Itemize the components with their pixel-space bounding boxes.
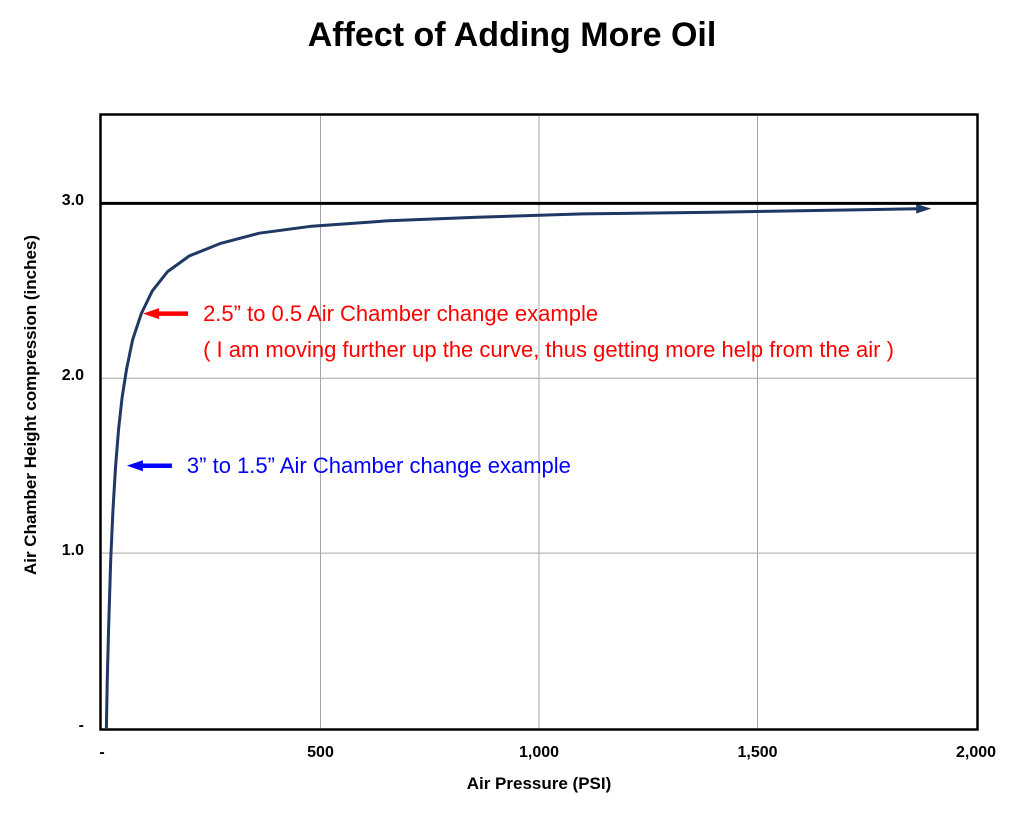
x-tick-label: 2,000 — [955, 744, 997, 761]
red-annotation-line-2: ( I am moving further up the curve, thus… — [203, 336, 894, 362]
blue-annotation-line-1: 3” to 1.5” Air Chamber change example — [186, 452, 571, 478]
x-tick-label: 500 — [307, 744, 334, 761]
y-tick-label: 2.0 — [61, 367, 84, 385]
x-tick-label: 1,000 — [518, 744, 560, 761]
y-tick-label: 3.0 — [61, 192, 84, 210]
x-tick-label: - — [99, 744, 105, 761]
y-tick-label: 1.0 — [61, 542, 84, 560]
blue-annotation-arrowhead — [126, 460, 143, 472]
y-tick-label: - — [78, 717, 84, 734]
red-annotation-arrowhead — [143, 308, 160, 320]
plot-border — [99, 113, 979, 731]
x-axis-title: Air Pressure (PSI) — [466, 774, 612, 793]
air-spring-compression-curve — [104, 207, 921, 730]
x-tick-label: 1,500 — [737, 744, 778, 761]
red-annotation-line-1: 2.5” to 0.5 Air Chamber change example — [203, 300, 599, 326]
chart-title: Affect of Adding More Oil — [307, 16, 717, 54]
air-spring-compression-curve-arrowhead — [916, 203, 932, 214]
